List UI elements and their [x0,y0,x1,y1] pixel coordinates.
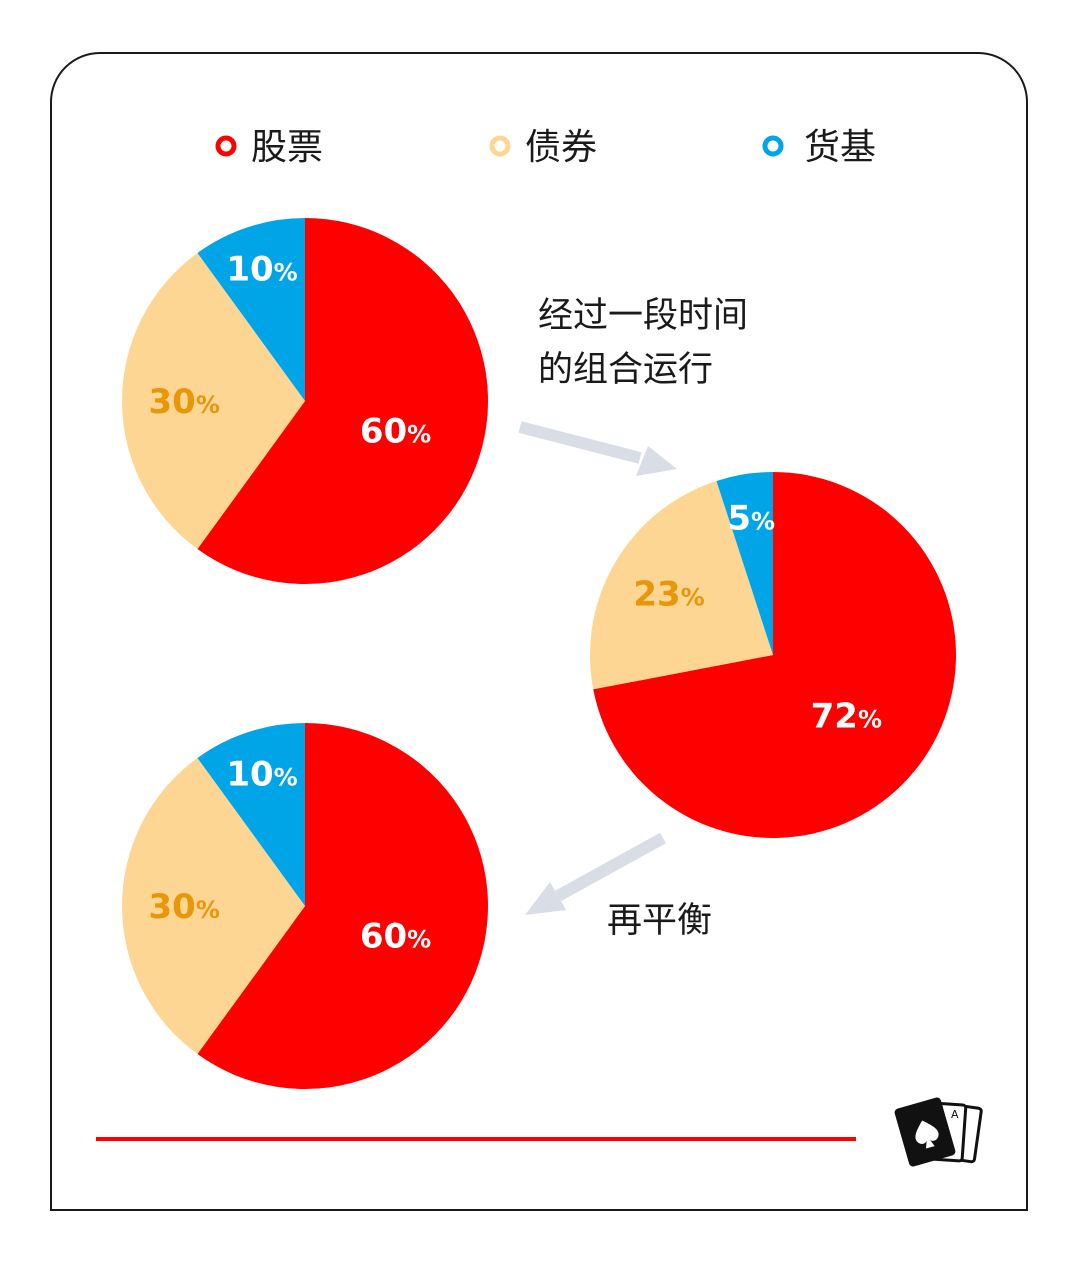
pie-slice-stock [593,472,956,838]
pie-after-drift: 72% 23% 5% [589,472,956,838]
caption-drift-line1: 经过一段时间 [538,296,748,336]
pie-slice-bond [122,252,305,550]
pie-slice-bond [589,480,773,690]
legend-item-bond: 债券 [489,127,597,168]
pie-slice-money [716,472,773,655]
pie-label-money: 5% [727,499,775,539]
arrow-rebalance-icon [525,832,666,915]
legend-marker-stock [215,135,237,157]
pie-label-bond: 30% [149,887,220,927]
legend-item-money: 货基 [762,127,876,168]
legend-label-stock: 股票 [251,127,323,168]
legend-label-money: 货基 [804,127,876,168]
legend-item-stock: 股票 [215,127,323,168]
pie-label-stock: 60% [360,916,431,956]
pie-slice-money [197,218,305,401]
caption-drift-line2: 的组合运行 [538,350,713,390]
caption-rebalance: 再平衡 [607,901,712,941]
playing-cards-spade-icon: A [894,1097,983,1167]
legend-label-bond: 债券 [525,127,597,168]
pie-slice-stock [197,723,489,1089]
svg-text:A: A [951,1108,959,1121]
pie-slice-bond [122,757,306,1055]
pie-label-money: 10% [226,755,297,795]
pie-label-stock: 60% [360,411,431,451]
pie-rebalanced: 60% 30% 10% [122,723,489,1089]
legend: 股票 债券 货基 [215,127,876,168]
pie-label-bond: 23% [633,575,704,615]
legend-marker-money [762,135,784,157]
pie-label-stock: 72% [811,697,882,737]
legend-marker-bond [489,135,511,157]
arrow-drift-icon [518,421,677,476]
pie-slice-stock [197,218,489,584]
pie-initial: 60% 30% 10% [122,218,489,584]
pie-label-money: 10% [226,250,297,290]
pie-slice-money [197,723,305,906]
pie-label-bond: 30% [149,382,220,422]
